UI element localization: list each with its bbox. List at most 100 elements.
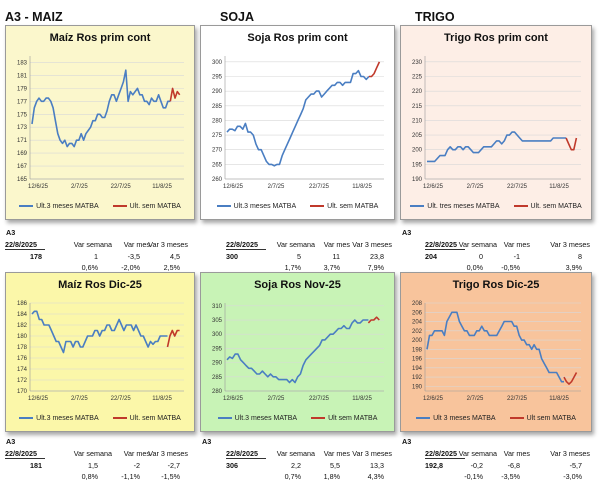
legend-swatch [310, 205, 325, 208]
x-tick-label: 22/7/25 [309, 184, 330, 190]
y-tick-label: 202 [412, 329, 423, 335]
stat-date: 22/8/2025 [5, 240, 37, 249]
legend-label: Ult.3 meses MATBA [36, 203, 99, 210]
chart-svg: 280 285 290 295 300 305 310 12/6/25 2/7/25 22/7/2… [212, 303, 384, 402]
value-var-3-meses: 23,8 [370, 252, 384, 261]
y-tick-label: 230 [412, 60, 423, 66]
y-tick-label: 200 [412, 338, 423, 344]
stat-price: 178 [30, 252, 42, 261]
a3-label: A3 [202, 437, 212, 446]
value-var-mes: -1 [513, 252, 520, 261]
x-tick-label: 12/6/25 [28, 184, 49, 190]
a3-label: A3 [6, 437, 16, 446]
pct-var-mes: 3,7% [323, 263, 340, 272]
chart-svg: 170 172 174 176 178 180 182 184 186 12/6/25 2/7/25… [17, 301, 184, 402]
chart-title: Soja Ros Nov-25 [254, 279, 341, 291]
y-tick-label: 192 [412, 375, 423, 381]
pct-var-semana: 0,0% [466, 263, 483, 272]
y-tick-label: 310 [212, 304, 223, 310]
series-line-ult-3-meses [31, 69, 171, 148]
legend-entry: Ult.3 meses MATBA [19, 203, 99, 210]
y-tick-label: 195 [412, 162, 423, 168]
legend-entry: Ult. tres meses MATBA [410, 203, 500, 210]
y-tick-label: 285 [212, 375, 223, 381]
pct-var-mes: 1,8% [323, 472, 340, 481]
y-tick-label: 275 [212, 133, 223, 139]
chart-legend: Ult.3 meses MATBA Ult sem MATBA [201, 415, 394, 425]
y-tick-label: 186 [17, 301, 28, 307]
legend-swatch [311, 417, 326, 420]
legend-swatch [216, 205, 231, 208]
x-tick-label: 22/7/25 [507, 396, 528, 402]
legend-entry: Ult.3 meses MATBA [19, 415, 99, 422]
header-var-3-meses: Var 3 meses [352, 449, 392, 458]
value-var-mes: -2 [133, 461, 140, 470]
series-line-ult-3-meses [427, 131, 567, 163]
value-var-semana: 1 [94, 252, 98, 261]
header-var-3-meses: Var 3 meses [550, 240, 590, 249]
y-tick-label: 179 [17, 86, 28, 92]
header-var-semana: Var semana [73, 240, 112, 249]
chart-legend: Ult. tres meses MATBA Ult. sem MATBA [401, 203, 591, 213]
y-tick-label: 176 [17, 356, 28, 362]
series-line-ult-3-meses [226, 319, 369, 384]
chart-title: Maíz Ros prim cont [49, 32, 151, 44]
pct-var-semana: 0,8% [81, 472, 98, 481]
y-tick-label: 295 [212, 75, 223, 81]
section-title-soja: SOJA [220, 10, 255, 24]
chart-legend: Ult.3 meses MATBA Ult. sem MATBA [6, 415, 194, 425]
header-var-mes: Var mes [503, 449, 530, 458]
stat-date: 22/8/2025 [425, 240, 457, 249]
chart-legend: Ult.3 meses MATBA Ult. sem MATBA [201, 203, 394, 213]
series-line-ult-3-meses [426, 311, 564, 383]
value-var-semana: 0 [479, 252, 483, 261]
series-line-ult-sem [563, 372, 578, 385]
x-tick-label: 2/7/25 [467, 184, 484, 190]
legend-entry: Ult 3 meses MATBA [416, 415, 496, 422]
chart-svg: 190 195 200 205 210 215 220 225 230 12/6/25 2/7/25… [412, 56, 581, 190]
legend-swatch [112, 205, 127, 208]
pct-var-semana: 0,6% [81, 263, 98, 272]
legend-entry: Ult. sem MATBA [310, 203, 378, 210]
chart-panel-1: Maíz Ros prim cont 165 167 169 171 173 175 177 1… [5, 25, 195, 220]
x-tick-label: 11/8/25 [352, 396, 372, 402]
header-underline [425, 249, 465, 250]
y-tick-label: 171 [17, 138, 28, 144]
chart-title: Trigo Ros prim cont [444, 32, 548, 44]
x-tick-label: 12/6/25 [28, 396, 49, 402]
y-tick-label: 200 [412, 148, 423, 154]
chart-title: Maíz Ros Dic-25 [58, 279, 142, 291]
pct-var-mes: -3,5% [501, 472, 520, 481]
legend-swatch [416, 417, 431, 420]
stat-date: 22/8/2025 [226, 240, 258, 249]
value-var-semana: 2,2 [291, 461, 301, 470]
y-tick-label: 169 [17, 151, 28, 157]
header-underline [5, 458, 45, 459]
header-var-semana: Var semana [458, 449, 497, 458]
header-var-3-meses: Var 3 meses [148, 240, 188, 249]
value-var-semana: 1,5 [88, 461, 98, 470]
value-var-3-meses: 13,3 [370, 461, 384, 470]
y-tick-label: 305 [212, 318, 223, 324]
header-var-mes: Var mes [123, 240, 150, 249]
legend-swatch [217, 417, 232, 420]
stat-date: 22/8/2025 [226, 449, 258, 458]
series-line-ult-sem [565, 137, 578, 151]
y-tick-label: 184 [17, 312, 28, 318]
legend-label: Ult 3 meses MATBA [433, 415, 496, 422]
value-var-mes: 5,5 [330, 461, 340, 470]
value-var-3-meses: -5,7 [569, 461, 582, 470]
y-tick-label: 183 [17, 60, 28, 66]
stat-price: 192,8 [425, 461, 443, 470]
chart-panel-4: Maíz Ros Dic-25 170 172 174 176 178 180 182 184 1… [5, 272, 195, 432]
legend-swatch [19, 205, 34, 208]
chart-title: Trigo Ros Dic-25 [452, 279, 540, 291]
chart-svg: 260 265 270 275 280 285 290 295 300 12/6/25 2/7/25… [212, 56, 384, 190]
x-tick-label: 22/7/25 [507, 184, 528, 190]
x-tick-label: 11/8/25 [549, 184, 569, 190]
legend-label: Ult sem MATBA [526, 415, 576, 422]
value-var-semana: 5 [297, 252, 301, 261]
header-var-semana: Var semana [73, 449, 112, 458]
y-tick-label: 206 [412, 310, 423, 316]
chart-legend: Ult.3 meses MATBA Ult. sem MATBA [6, 203, 194, 213]
